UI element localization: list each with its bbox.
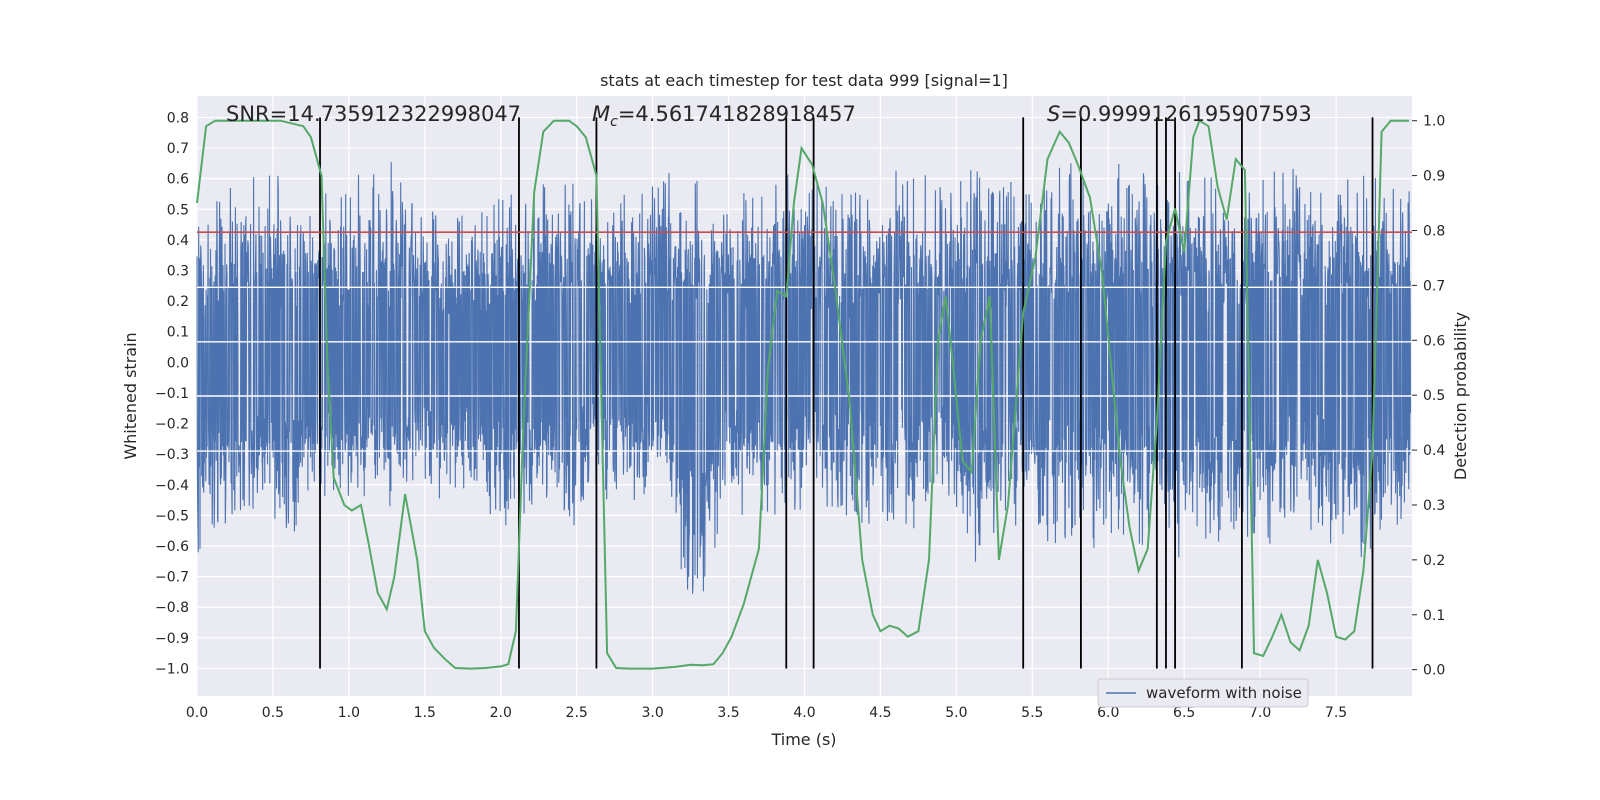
x-tick-label: 0.5: [262, 705, 284, 721]
x-tick-label: 3.0: [641, 705, 663, 721]
y-tick-label: 0.3: [167, 263, 189, 279]
mc-value: =4.561741828918457: [618, 102, 856, 126]
y2-tick-label: 0.5: [1423, 388, 1445, 404]
y2-tick-label: 0.8: [1423, 223, 1445, 239]
mc-subscript: c: [610, 114, 618, 130]
probability-line: [196, 119, 1409, 670]
mc-symbol: M: [592, 102, 610, 126]
y2-tick-label: 0.3: [1423, 498, 1445, 514]
y2-tick-label: 0.0: [1423, 663, 1445, 679]
x-tick-labels: 0.0 0.5 1.0 1.5 2.0 2.5 3.0 3.5 4.0 4.5 5.0 5.5 6.0 6…: [186, 705, 1347, 721]
y-tick-label: 0.1: [167, 325, 189, 341]
y-tick-label: −0.5: [155, 508, 189, 524]
s-annotation: S=0.9999126195907593: [1047, 102, 1312, 126]
s-value: =0.9999126195907593: [1060, 102, 1311, 126]
y-tick-label: 0.7: [167, 141, 189, 157]
x-tick-label: 4.0: [793, 705, 815, 721]
y-tick-label: −0.2: [155, 417, 189, 433]
y-tick-label: 0.5: [167, 202, 189, 218]
y-tick-label: −0.3: [155, 447, 189, 463]
y-tick-label: −0.4: [155, 478, 189, 494]
y-tick-label: 0.0: [167, 355, 189, 371]
y-tick-label: −0.9: [155, 631, 189, 647]
y2-tick-label: 1.0: [1423, 114, 1445, 130]
y-tick-label: −0.8: [155, 600, 189, 616]
x-tick-label: 6.5: [1173, 705, 1195, 721]
mc-annotation: Mc=4.561741828918457: [592, 102, 856, 130]
y-tick-label: −1.0: [155, 661, 189, 677]
y2-tick-label: 0.9: [1423, 169, 1445, 185]
y-tick-label: −0.6: [155, 539, 189, 555]
reference-lines: [197, 286, 1412, 452]
x-tick-label: 2.5: [566, 705, 588, 721]
x-tick-label: 7.0: [1249, 705, 1271, 721]
x-tick-label: 7.5: [1325, 705, 1347, 721]
x-tick-label: 1.5: [414, 705, 436, 721]
x-tick-label: 3.5: [717, 705, 739, 721]
legend: waveform with noise: [1097, 678, 1309, 708]
x-tick-label: 0.0: [186, 705, 208, 721]
x-tick-label: 1.0: [338, 705, 360, 721]
y2-tick-label: 0.1: [1423, 608, 1445, 624]
y-tick-label: −0.7: [155, 570, 189, 586]
waveform-series: [196, 161, 1412, 594]
x-tick-label: 2.0: [490, 705, 512, 721]
y2-tick-labels: 1.0 0.9 0.8 0.7 0.6 0.5 0.4 0.3 0.2 0.1 0.0: [1412, 114, 1445, 679]
x-tick-label: 6.0: [1097, 705, 1119, 721]
y-tick-label: 0.4: [167, 233, 189, 249]
y2-tick-label: 0.7: [1423, 278, 1445, 294]
s-symbol: S: [1047, 102, 1060, 126]
waveform-line: [196, 161, 1412, 594]
y-tick-labels: 0.8 0.7 0.6 0.5 0.4 0.3 0.2 0.1 0.0 −0.1 −0.2 −0.3 −…: [155, 110, 189, 677]
legend-box: [1097, 678, 1309, 708]
y-tick-label: −0.1: [155, 386, 189, 402]
x-axis-label: Time (s): [770, 730, 836, 749]
x-tick-label: 5.5: [1021, 705, 1043, 721]
y2-tick-label: 0.6: [1423, 333, 1445, 349]
y2-tick-label: 0.4: [1423, 443, 1445, 459]
chart-title: stats at each timestep for test data 999…: [600, 71, 1008, 90]
probability-series: [196, 119, 1409, 670]
y-axis-label: Whitened strain: [121, 332, 140, 459]
x-tick-label: 4.5: [869, 705, 891, 721]
y2-axis-label: Detection probability: [1451, 312, 1470, 480]
snr-annotation: SNR=14.735912322998047: [226, 102, 521, 126]
y-tick-label: 0.6: [167, 172, 189, 188]
y-tick-label: 0.8: [167, 110, 189, 126]
y-tick-label: 0.2: [167, 294, 189, 310]
y2-tick-label: 0.2: [1423, 553, 1445, 569]
x-tick-label: 5.0: [945, 705, 967, 721]
legend-label: waveform with noise: [1146, 684, 1302, 702]
